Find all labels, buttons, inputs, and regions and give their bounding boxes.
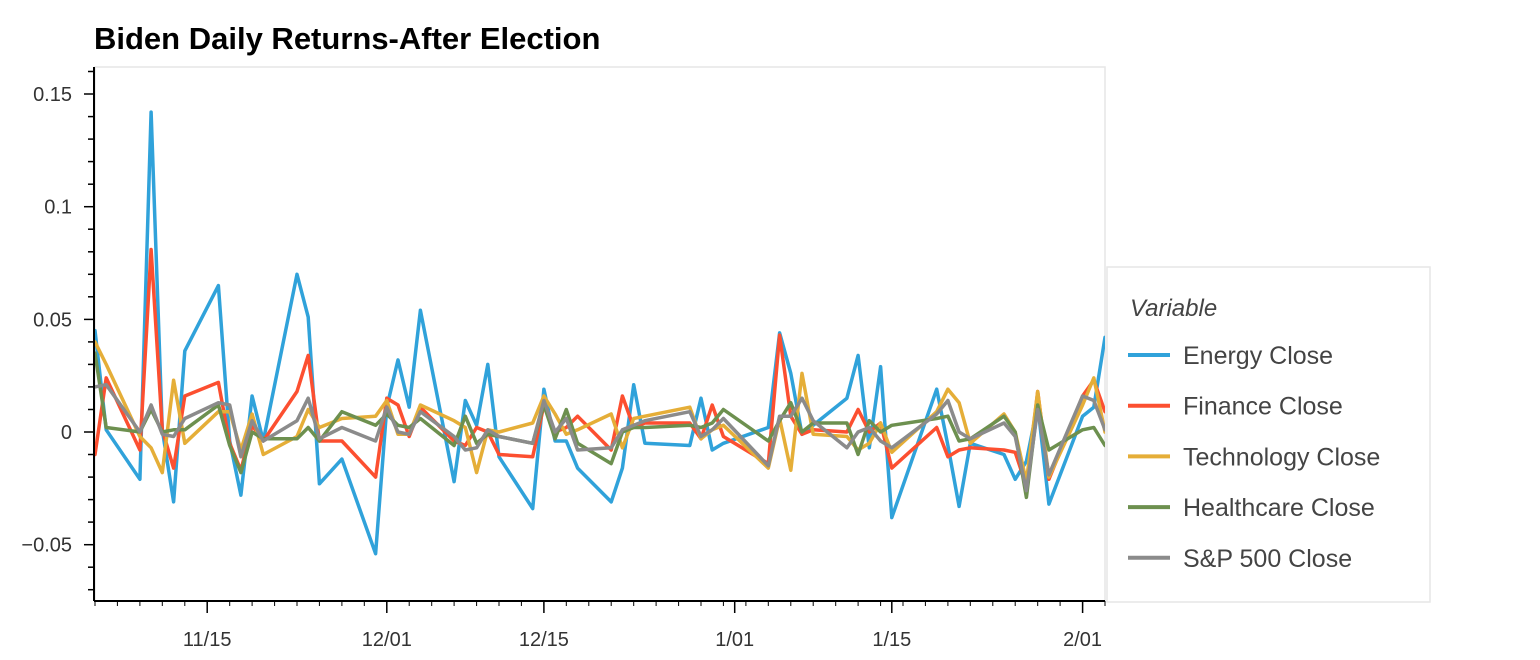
x-ticks: 11/15 12/01 12/15 1/01 1/15 2/01 [94,601,1106,651]
x-tick-label: 12/01 [362,629,412,651]
plot-area [94,66,1106,602]
series-group [95,110,1105,556]
legend: Variable Energy Close Finance Close Techno… [1106,266,1431,603]
x-tick-label: 2/01 [1063,629,1102,651]
x-tick-label: 11/15 [183,629,232,651]
series-line-4 [95,351,1105,500]
chart-title: Biden Daily Returns-After Election [94,21,600,56]
x-tick-label: 1/15 [872,629,911,651]
series-line-3 [95,340,1105,484]
legend-box [1106,266,1431,603]
x-tick-label: 12/15 [519,629,569,651]
legend-label-2: Finance Close [1183,393,1343,421]
x-tick-label: 1/01 [715,629,754,651]
legend-label-4: Healthcare Close [1183,494,1375,522]
legend-items: Energy Close Finance Close Technology Clos… [1128,342,1380,573]
y-tick-label: 0.1 [44,197,72,219]
y-tick-label: 0 [61,422,72,444]
y-tick-label: 0.15 [33,84,72,106]
legend-title: Variable [1130,295,1217,322]
legend-label-3: Technology Close [1183,443,1380,471]
y-tick-label: −0.05 [21,535,72,557]
series-line-1 [95,110,1105,556]
legend-label-1: Energy Close [1183,342,1333,370]
series-line-5 [95,382,1105,493]
y-ticks: 0.15 0.1 0.05 0 −0.05 [21,70,94,591]
legend-label-5: S&P 500 Close [1183,545,1352,573]
axes [93,67,1105,602]
y-tick-label: 0.05 [33,309,72,331]
